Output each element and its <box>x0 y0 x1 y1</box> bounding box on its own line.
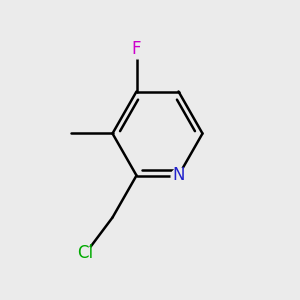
Text: F: F <box>132 40 141 58</box>
Text: Cl: Cl <box>77 244 94 262</box>
Text: N: N <box>172 167 185 184</box>
